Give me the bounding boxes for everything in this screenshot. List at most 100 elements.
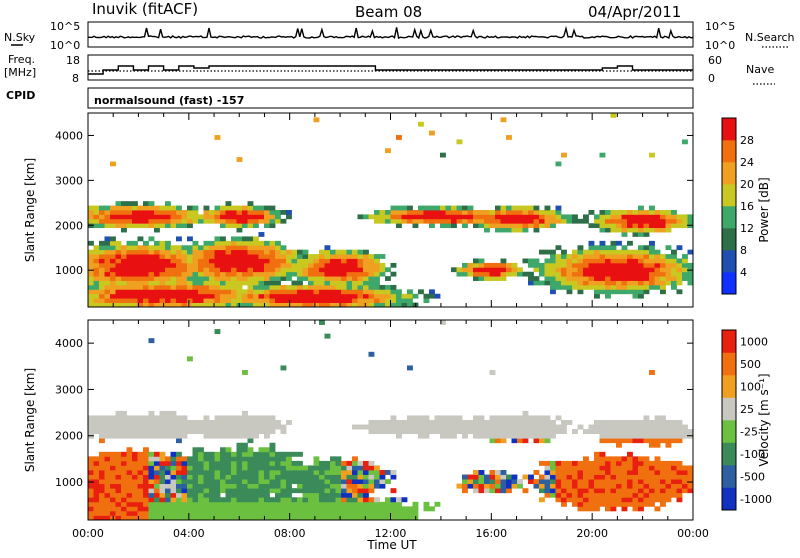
heatmap-cell [165, 262, 171, 268]
heatmap-cell [176, 424, 182, 430]
heatmap-cell [104, 497, 111, 503]
colorbar-segment [722, 140, 736, 163]
heatmap-cell [638, 271, 644, 277]
heatmap-cell [258, 276, 265, 281]
heatmap-cell [176, 258, 182, 264]
heatmap-cell [638, 218, 644, 224]
heatmap-cell [440, 433, 446, 439]
heatmap-cell [352, 284, 358, 290]
heatmap-cell [148, 262, 155, 268]
heatmap-cell [170, 429, 177, 435]
heatmap-cell [473, 474, 479, 480]
freq-tick-top: 18 [66, 54, 80, 67]
heatmap-cell [148, 298, 155, 303]
heatmap-cell [649, 284, 655, 290]
heatmap-cell [390, 302, 397, 308]
heatmap-cell [555, 262, 562, 268]
heatmap-cell [495, 227, 501, 233]
heatmap-cell [473, 483, 479, 489]
heatmap-cell [104, 214, 111, 220]
heatmap-cell [429, 424, 435, 430]
heatmap-cell [649, 276, 655, 281]
heatmap-cell [407, 429, 413, 435]
heatmap-cell [467, 205, 474, 211]
heatmap-cell [577, 479, 584, 485]
heatmap-cell [137, 298, 144, 303]
heatmap-cell [610, 210, 617, 215]
heatmap-cell [209, 210, 215, 215]
heatmap-cell [253, 483, 259, 489]
heatmap-cell [192, 262, 199, 268]
heatmap-cell [385, 214, 391, 220]
heatmap-cell [126, 223, 133, 229]
heatmap-cell [511, 420, 518, 425]
heatmap-cell [418, 218, 424, 224]
heatmap-cell [137, 289, 144, 295]
heatmap-cell [638, 210, 644, 215]
heatmap-cell [385, 210, 391, 215]
heatmap-cell [104, 280, 111, 286]
heatmap-cell [572, 479, 578, 485]
heatmap-cell [154, 289, 160, 295]
heatmap-cell [566, 284, 573, 290]
heatmap-cell [363, 267, 369, 273]
heatmap-cell [654, 506, 661, 512]
heatmap-cell [544, 479, 551, 485]
heatmap-cell [143, 465, 149, 471]
heatmap-cell [638, 497, 644, 503]
heatmap-cell [374, 302, 380, 308]
heatmap-cell [275, 479, 281, 485]
heatmap-cell [110, 240, 116, 246]
heatmap-cell [687, 214, 694, 220]
heatmap-cell [214, 214, 221, 220]
heatmap-cell [269, 488, 276, 494]
heatmap-cell [275, 245, 281, 251]
heatmap-cell [176, 488, 182, 494]
heatmap-cell [352, 298, 358, 303]
heatmap-cell [269, 447, 276, 453]
heatmap-cell [330, 276, 336, 281]
heatmap-cell [126, 262, 133, 268]
heatmap-cell [93, 479, 100, 485]
heatmap-cell [319, 460, 325, 466]
heatmap-cell [302, 284, 309, 290]
heatmap-cell [154, 258, 160, 264]
heatmap-cell [473, 258, 479, 264]
heatmap-cell [654, 258, 661, 264]
heatmap-cell [649, 205, 655, 211]
heatmap-cell [665, 470, 672, 475]
heatmap-cell [258, 460, 265, 466]
heatmap-cell [154, 424, 160, 430]
heatmap-cell [583, 254, 589, 259]
heatmap-cell [280, 289, 287, 295]
heatmap-cell [594, 214, 600, 220]
heatmap-cell [170, 420, 177, 425]
heatmap-cell [280, 245, 287, 251]
heatmap-cell [341, 280, 347, 286]
heatmap-cell [115, 474, 122, 480]
colorbar-tick-label: 28 [740, 134, 754, 147]
heatmap-cell [649, 271, 655, 277]
heatmap-cell [225, 223, 232, 229]
heatmap-cell [121, 302, 127, 308]
heatmap-cell [368, 483, 375, 489]
colorbar-segment [722, 487, 736, 511]
heatmap-cell [159, 465, 166, 471]
heatmap-cell [275, 492, 281, 498]
heatmap-cell [258, 258, 265, 264]
heatmap-cell [605, 276, 611, 281]
heatmap-cell [258, 218, 265, 224]
heatmap-cell [209, 254, 215, 259]
heatmap-cell [209, 258, 215, 264]
heatmap-cell [544, 415, 551, 421]
heatmap-cell [599, 245, 606, 251]
heatmap-cell [176, 515, 182, 521]
heatmap-cell [418, 415, 424, 421]
heatmap-cell [440, 223, 446, 229]
heatmap-cell [231, 433, 237, 439]
heatmap-cell [275, 501, 281, 507]
heatmap-cell [121, 456, 127, 462]
heatmap-cell [297, 293, 303, 299]
heatmap-cell [220, 465, 226, 471]
heatmap-cell [209, 429, 215, 435]
